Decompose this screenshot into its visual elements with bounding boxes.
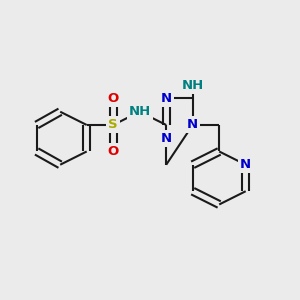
Text: NH: NH [182, 79, 204, 92]
Text: N: N [160, 132, 172, 145]
Text: N: N [240, 158, 251, 171]
Text: N: N [187, 118, 198, 131]
Text: N: N [160, 92, 172, 105]
Text: O: O [108, 92, 119, 105]
Text: O: O [108, 145, 119, 158]
Text: S: S [108, 118, 118, 131]
Text: NH: NH [129, 105, 151, 118]
